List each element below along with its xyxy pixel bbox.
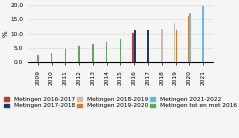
Bar xyxy=(188,16,189,62)
Bar xyxy=(174,23,175,62)
Bar xyxy=(106,42,108,62)
Bar xyxy=(161,29,163,62)
Legend: Metingen 2016-2017, Metingen 2017-2018, Metingen 2018-2019, Metingen 2019-2020, : Metingen 2016-2017, Metingen 2017-2018, … xyxy=(4,97,237,108)
Bar xyxy=(51,53,52,62)
Bar xyxy=(120,39,121,62)
Bar xyxy=(147,30,149,62)
Bar xyxy=(134,30,136,62)
Y-axis label: %: % xyxy=(3,30,9,37)
Bar xyxy=(78,46,80,62)
Bar xyxy=(37,55,39,62)
Bar xyxy=(176,30,177,62)
Bar xyxy=(132,33,134,62)
Bar xyxy=(202,6,204,62)
Bar xyxy=(189,13,191,62)
Bar xyxy=(92,44,94,62)
Bar xyxy=(65,49,66,62)
